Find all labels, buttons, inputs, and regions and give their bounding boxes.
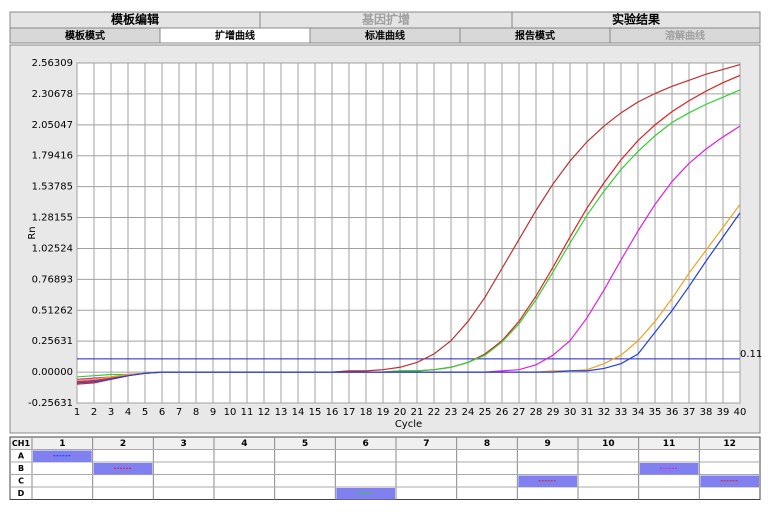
x-tick-label: 21 bbox=[411, 407, 424, 418]
plate-col-label: 10 bbox=[602, 439, 615, 449]
x-tick-label: 19 bbox=[377, 407, 390, 418]
x-tick-label: 28 bbox=[530, 407, 543, 418]
plate-col-label: 5 bbox=[302, 439, 308, 449]
y-tick-label: 0.76893 bbox=[32, 274, 73, 285]
x-tick-label: 32 bbox=[598, 407, 611, 418]
subtab-label[interactable]: 模板模式 bbox=[65, 29, 105, 42]
plate-col-label: 8 bbox=[484, 439, 490, 449]
plate-corner: CH1 bbox=[12, 439, 31, 448]
x-tick-label: 12 bbox=[258, 407, 271, 418]
x-tick-label: 7 bbox=[176, 407, 182, 418]
plate-col-label: 4 bbox=[241, 439, 247, 449]
y-tick-label: 1.79416 bbox=[32, 151, 73, 162]
plate-row-label: C bbox=[18, 476, 24, 485]
x-tick-label: 34 bbox=[632, 407, 645, 418]
y-tick-label: 0.25631 bbox=[32, 336, 73, 347]
y-tick-label: 1.02524 bbox=[32, 243, 73, 254]
subtab[interactable] bbox=[609, 27, 761, 44]
y-tick-label: 1.53785 bbox=[32, 182, 73, 193]
tab-label[interactable]: 实验结果 bbox=[612, 12, 660, 27]
well[interactable] bbox=[700, 475, 759, 488]
tab-label[interactable]: 模板编辑 bbox=[111, 12, 159, 27]
x-tick-label: 3 bbox=[108, 407, 114, 418]
x-tick-label: 29 bbox=[547, 407, 560, 418]
tab-label[interactable]: 基因扩增 bbox=[361, 12, 410, 27]
x-tick-label: 27 bbox=[513, 407, 526, 418]
x-tick-label: 17 bbox=[343, 407, 356, 418]
x-tick-label: 6 bbox=[159, 407, 165, 418]
x-tick-label: 31 bbox=[581, 407, 594, 418]
x-tick-label: 33 bbox=[615, 407, 628, 418]
plate-row-label: D bbox=[18, 489, 25, 498]
x-tick-label: 15 bbox=[309, 407, 322, 418]
plate-col-label: 12 bbox=[723, 439, 736, 449]
subtab-label[interactable]: 扩增曲线 bbox=[215, 29, 255, 42]
plate-row-label: B bbox=[18, 464, 24, 473]
y-tick-label: 2.05047 bbox=[32, 120, 73, 131]
x-tick-label: 4 bbox=[125, 407, 131, 418]
x-tick-label: 9 bbox=[210, 407, 216, 418]
plate-row-label: A bbox=[18, 451, 25, 460]
x-tick-label: 24 bbox=[462, 407, 475, 418]
y-tick-label: 2.56309 bbox=[32, 58, 73, 69]
x-tick-label: 10 bbox=[224, 407, 237, 418]
x-tick-label: 30 bbox=[564, 407, 577, 418]
subtab-label[interactable]: 报告模式 bbox=[515, 29, 555, 42]
x-tick-label: 2 bbox=[91, 407, 97, 418]
y-tick-label: 1.28155 bbox=[32, 213, 73, 224]
y-axis-label: Rn bbox=[27, 226, 38, 239]
x-axis-label: Cycle bbox=[395, 419, 422, 430]
x-tick-label: 14 bbox=[292, 407, 305, 418]
y-tick-label: -0.25631 bbox=[28, 398, 73, 409]
y-tick-label: 2.30678 bbox=[32, 89, 73, 100]
x-tick-label: 26 bbox=[496, 407, 509, 418]
x-tick-label: 39 bbox=[717, 407, 730, 418]
subtab-label[interactable]: 溶解曲线 bbox=[665, 29, 705, 42]
plate-col-label: 9 bbox=[545, 439, 551, 449]
x-tick-label: 11 bbox=[241, 407, 254, 418]
x-tick-label: 22 bbox=[428, 407, 441, 418]
threshold-label: 0.11 bbox=[740, 349, 762, 360]
plate-col-label: 7 bbox=[423, 439, 429, 449]
plate-col-label: 1 bbox=[59, 439, 65, 449]
plate-col-label: 6 bbox=[363, 439, 369, 449]
well[interactable] bbox=[518, 475, 577, 488]
subtab-label[interactable]: 标准曲线 bbox=[364, 29, 405, 42]
plot-area bbox=[76, 62, 741, 404]
x-tick-label: 1 bbox=[74, 407, 80, 418]
x-tick-label: 35 bbox=[649, 407, 662, 418]
y-tick-label: 0.00000 bbox=[32, 367, 73, 378]
plate-col-label: 2 bbox=[120, 439, 126, 449]
x-tick-label: 23 bbox=[445, 407, 458, 418]
x-tick-label: 40 bbox=[734, 407, 747, 418]
x-tick-label: 16 bbox=[326, 407, 339, 418]
curve bbox=[76, 212, 741, 384]
plate-col-label: 3 bbox=[181, 439, 187, 449]
y-tick-label: 0.51262 bbox=[32, 305, 73, 316]
x-tick-label: 38 bbox=[700, 407, 713, 418]
x-tick-label: 25 bbox=[479, 407, 492, 418]
x-tick-label: 5 bbox=[142, 407, 148, 418]
x-tick-label: 36 bbox=[666, 407, 679, 418]
x-tick-label: 8 bbox=[193, 407, 199, 418]
x-tick-label: 20 bbox=[394, 407, 407, 418]
x-tick-label: 18 bbox=[360, 407, 373, 418]
x-tick-label: 37 bbox=[683, 407, 696, 418]
plate-col-label: 11 bbox=[663, 439, 676, 449]
x-tick-label: 13 bbox=[275, 407, 288, 418]
